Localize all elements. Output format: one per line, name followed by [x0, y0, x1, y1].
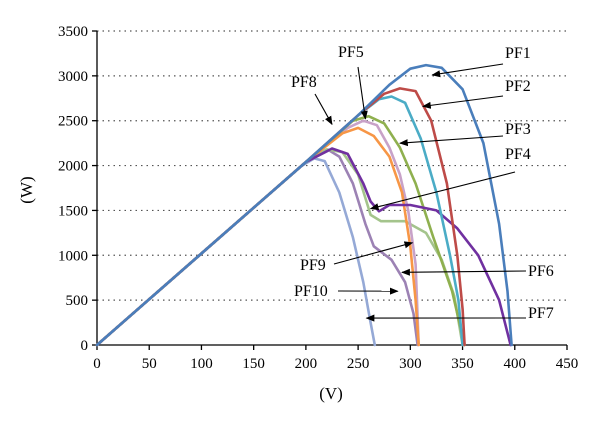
annotation-pf4: PF4: [369, 146, 531, 211]
series-line-pf8: [95, 148, 464, 347]
annotation-arrow: [401, 268, 527, 276]
x-tick-label: 150: [242, 356, 265, 372]
annotation-arrow: [431, 63, 504, 78]
annotation-label: PF1: [505, 45, 531, 62]
annotation-arrow: [369, 171, 516, 211]
annotation-arrow: [399, 135, 504, 147]
annotations: PF1 PF2 PF3 PF4 PF5 PF6 PF7 PF8 PF9 PF10: [291, 44, 554, 322]
annotation-pf10: PF10: [294, 283, 399, 300]
x-tick-label: 300: [399, 356, 422, 372]
axes: [92, 30, 568, 350]
series-line-pf4: [95, 147, 512, 347]
annotation-arrow: [333, 241, 414, 265]
annotation-label: PF2: [505, 78, 531, 95]
annotation-arrow: [314, 93, 333, 126]
x-tick-label: 200: [295, 356, 318, 372]
annotation-label: PF5: [338, 44, 364, 61]
annotation-arrow: [357, 66, 368, 120]
annotation-pf6: PF6: [401, 263, 554, 280]
x-tick-label: 250: [347, 356, 370, 372]
x-tick-label: 100: [190, 356, 213, 372]
grid: [97, 30, 567, 301]
series-line-pf5: [95, 114, 466, 347]
y-tick-label: 2000: [58, 159, 88, 175]
series-line-pf7: [95, 119, 420, 347]
x-tick-label: 50: [142, 356, 157, 372]
annotation-pf9: PF9: [300, 241, 414, 274]
annotation-label: PF8: [291, 74, 317, 91]
y-tick-label: 0: [81, 338, 89, 354]
annotation-arrow: [421, 95, 504, 109]
annotation-label: PF3: [505, 121, 531, 138]
y-tick-label: 500: [66, 293, 89, 309]
series-line-pf1: [95, 63, 513, 347]
annotation-pf8: PF8: [291, 74, 333, 126]
x-tick-label: 350: [451, 356, 474, 372]
annotation-label: PF7: [528, 305, 554, 322]
annotation-pf7: PF7: [365, 305, 554, 322]
y-tick-label: 2500: [58, 114, 88, 130]
y-tick-label: 3000: [58, 69, 88, 85]
x-axis-title: (V): [319, 384, 343, 403]
annotation-pf5: PF5: [338, 44, 368, 120]
annotation-pf2: PF2: [421, 78, 531, 109]
annotation-pf1: PF1: [431, 45, 531, 78]
x-tick-label: 400: [504, 356, 527, 372]
tick-labels: 0 50 100 150 200 250 300 350 400 450 0 500 1000 1500 2…: [58, 24, 578, 372]
annotation-label: PF9: [300, 257, 326, 274]
x-tick-label: 450: [556, 356, 579, 372]
annotation-pf3: PF3: [399, 121, 531, 147]
y-tick-label: 3500: [58, 24, 88, 40]
annotation-label: PF10: [294, 283, 328, 300]
x-tick-label: 0: [93, 356, 101, 372]
annotation-label: PF6: [528, 263, 554, 280]
series-lines: [95, 63, 513, 347]
y-tick-label: 1500: [58, 203, 88, 219]
y-tick-label: 1000: [58, 248, 88, 264]
annotation-label: PF4: [505, 146, 531, 163]
y-axis-title: (W): [17, 176, 36, 203]
series-line-pf3: [95, 95, 464, 347]
series-line-pf10: [95, 157, 377, 347]
